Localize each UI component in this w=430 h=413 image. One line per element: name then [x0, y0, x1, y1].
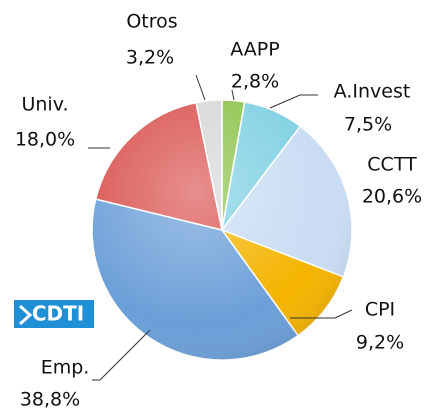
slice-value-label: 3,2%	[126, 47, 174, 69]
slice-value-label: 7,5%	[344, 114, 392, 136]
slice-value-label: 38,8%	[20, 389, 80, 411]
slice-value-label: 2,8%	[231, 71, 279, 93]
logo: CDTI	[14, 300, 94, 328]
pie	[91, 99, 353, 361]
logo-text: CDTI	[32, 302, 84, 326]
slice-value-label: 20,6%	[362, 186, 422, 208]
slice-label: Emp.	[41, 357, 90, 379]
slice-label: Otros	[126, 11, 177, 33]
leader-line	[92, 329, 151, 381]
slice-label: A.Invest	[334, 81, 411, 103]
leader-line	[195, 74, 206, 101]
slice-label: CPI	[365, 299, 395, 321]
slice-value-label: 18,0%	[15, 129, 75, 151]
leader-line	[269, 94, 318, 109]
slice-label: Univ.	[21, 94, 68, 116]
logo-arrow	[18, 304, 33, 326]
slice-value-label: 9,2%	[356, 332, 404, 354]
leader-line	[231, 89, 235, 101]
leader-line	[290, 309, 353, 319]
slice-label: CCTT	[367, 154, 417, 176]
slice-label: AAPP	[230, 39, 279, 61]
